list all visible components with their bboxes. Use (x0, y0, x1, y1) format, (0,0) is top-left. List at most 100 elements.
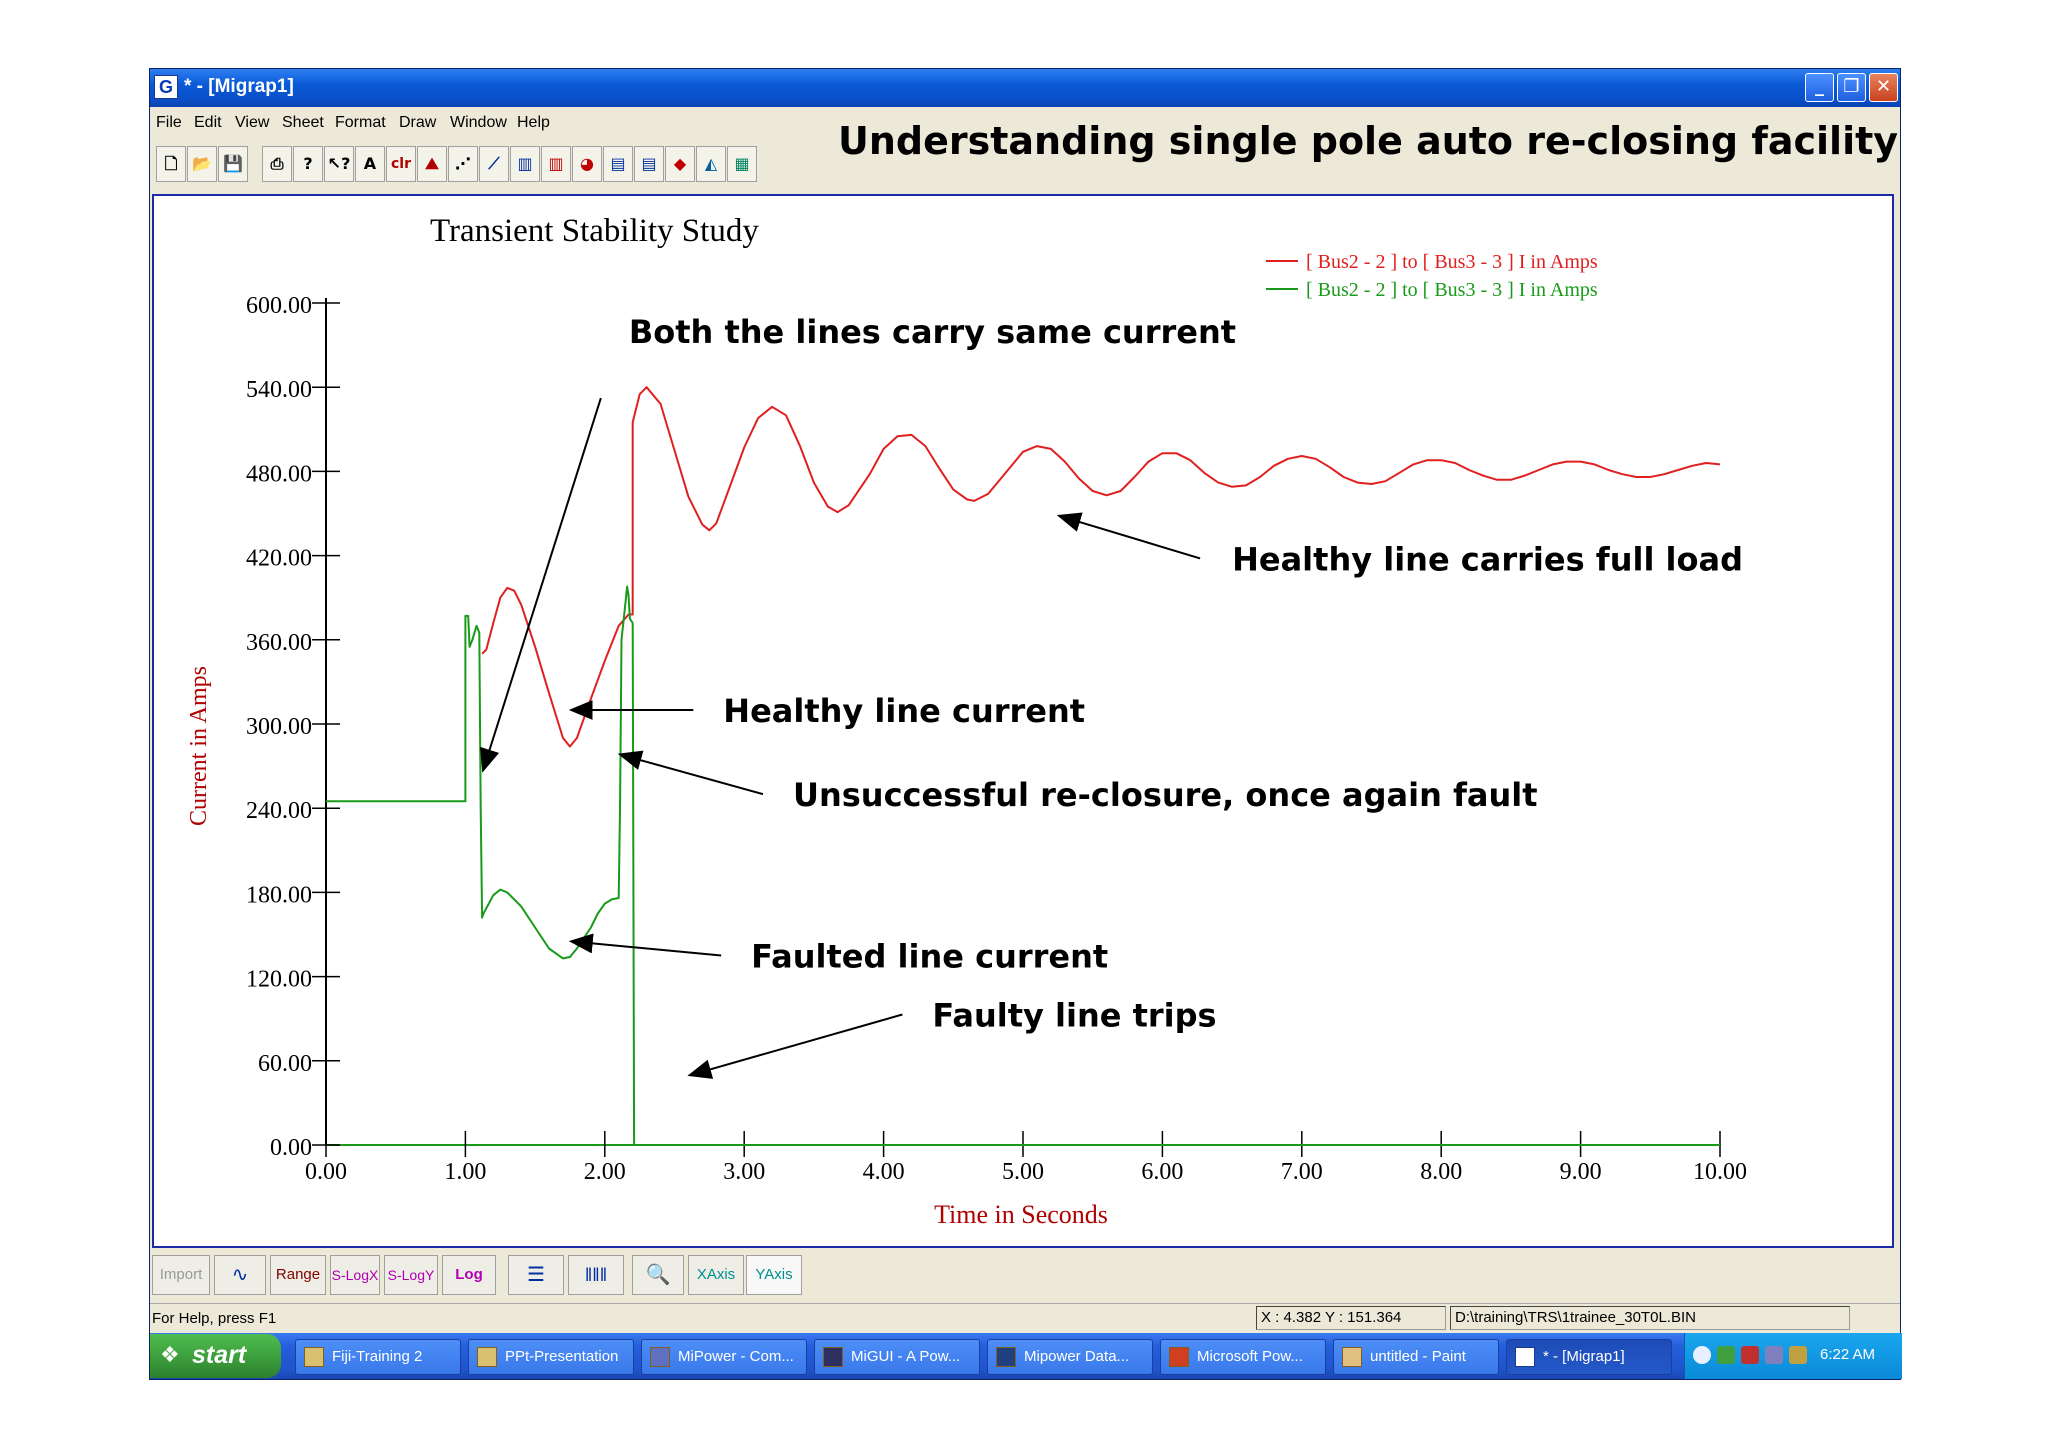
annotation-text-2: Healthy line carries full load (1232, 540, 1743, 578)
series-group (326, 386, 1721, 1146)
diamond-icon[interactable]: ◆ (665, 146, 695, 182)
x-tick-label: 3.00 (723, 1159, 765, 1185)
chart-area[interactable]: Transient Stability Study Current in Amp… (152, 194, 1894, 1248)
window-title: * - [Migrap1] (184, 76, 294, 97)
y-tick-label: 540.00 (246, 377, 312, 403)
text-tool-button[interactable]: A (355, 146, 385, 182)
y-tick-label: 60.00 (258, 1051, 312, 1077)
task-fiji-training[interactable]: Fiji-Training 2 (295, 1339, 461, 1375)
annotation-arrow-6 (687, 1013, 903, 1079)
new-file-icon[interactable]: 🗋 (156, 146, 186, 182)
x-tick-label: 5.00 (1002, 1159, 1044, 1185)
task-label: * - [Migrap1] (1543, 1348, 1625, 1365)
menu-draw[interactable]: Draw (399, 114, 437, 131)
line-chart-icon[interactable]: ⛰ (417, 146, 447, 182)
bar-chart-icon[interactable]: ▥ (510, 146, 540, 182)
context-help-icon[interactable]: ↖? (324, 146, 354, 182)
migui-icon (823, 1347, 843, 1367)
save-icon[interactable]: 💾 (218, 146, 248, 182)
legend-label-1: [ Bus2 - 2 ] to [ Bus3 - 3 ] I in Amps (1306, 251, 1598, 273)
stacked-bar-2-icon[interactable]: ▤ (634, 146, 664, 182)
task-microsoft-powerpoint[interactable]: Microsoft Pow... (1160, 1339, 1326, 1375)
task-label: Fiji-Training 2 (332, 1348, 423, 1365)
tray-clock: 6:22 AM (1820, 1346, 1876, 1363)
status-bar: For Help, press F1 X : 4.382 Y : 151.364… (150, 1303, 1900, 1333)
system-tray: 6:22 AM (1684, 1333, 1902, 1379)
paint-icon (1342, 1347, 1362, 1367)
powerpoint-icon (1169, 1347, 1189, 1367)
semilog-x-button[interactable]: S-LogX (330, 1255, 380, 1295)
menu-format[interactable]: Format (335, 114, 386, 131)
annotation-text-5: Faulted line current (751, 938, 1108, 976)
tray-misc-icon[interactable] (1789, 1346, 1807, 1364)
menu-sheet[interactable]: Sheet (282, 114, 324, 131)
tray-back-icon[interactable] (1693, 1346, 1711, 1364)
x-tick-label: 0.00 (305, 1159, 347, 1185)
range-button[interactable]: Range (270, 1255, 326, 1295)
area-chart-icon[interactable]: ◭ (696, 146, 726, 182)
print-icon[interactable]: ⎙ (262, 146, 292, 182)
clear-button[interactable]: clr (386, 146, 416, 182)
vgrid-button[interactable]: ‖‖‖ (568, 1255, 624, 1295)
task-mipower-data[interactable]: Mipower Data... (987, 1339, 1153, 1375)
x-tick-label: 4.00 (863, 1159, 905, 1185)
export-icon[interactable]: ▦ (727, 146, 757, 182)
restore-button[interactable]: ❐ (1837, 73, 1866, 102)
tray-display-icon[interactable] (1765, 1346, 1783, 1364)
minimize-button[interactable]: _ (1805, 73, 1834, 102)
series-line-1 (481, 386, 1721, 748)
menu-view[interactable]: View (235, 114, 270, 131)
y-tick-label: 120.00 (246, 967, 312, 993)
help-icon[interactable]: ? (293, 146, 323, 182)
task-paint[interactable]: untitled - Paint (1333, 1339, 1499, 1375)
yaxis-button[interactable]: YAxis (746, 1255, 802, 1295)
menu-file[interactable]: File (156, 114, 182, 131)
stacked-bar-icon[interactable]: ▤ (603, 146, 633, 182)
close-button[interactable]: ✕ (1869, 73, 1898, 102)
pie-icon[interactable]: ◕ (572, 146, 602, 182)
x-tick-label: 10.00 (1693, 1159, 1747, 1185)
wave-button[interactable]: ∿ (214, 1255, 266, 1295)
semilog-y-button[interactable]: S-LogY (384, 1255, 438, 1295)
task-ppt-presentation[interactable]: PPt-Presentation (468, 1339, 634, 1375)
start-button[interactable]: ❖ start (150, 1334, 281, 1378)
open-folder-icon[interactable]: 📂 (187, 146, 217, 182)
annotation-text-3: Healthy line current (723, 692, 1085, 730)
x-tick-label: 9.00 (1560, 1159, 1602, 1185)
start-label: start (192, 1341, 247, 1369)
annotation-text-6: Faulty line trips (932, 996, 1216, 1034)
annotation-arrow-5 (568, 933, 722, 957)
xaxis-button[interactable]: XAxis (688, 1255, 744, 1295)
menu-window[interactable]: Window (450, 114, 507, 131)
task-migrap1[interactable]: * - [Migrap1] (1506, 1339, 1672, 1375)
hgrid-icon: ☰ (527, 1264, 545, 1286)
text-icon: A (363, 154, 377, 173)
y-tick-label: 300.00 (246, 714, 312, 740)
x-axis-label: Time in Seconds (934, 1200, 1108, 1229)
task-mipower-com[interactable]: MiPower - Com... (641, 1339, 807, 1375)
y-tick-label: 180.00 (246, 882, 312, 908)
task-label: PPt-Presentation (505, 1348, 619, 1365)
y-tick-label: 240.00 (246, 798, 312, 824)
task-migui[interactable]: MiGUI - A Pow... (814, 1339, 980, 1375)
mipower-icon (650, 1347, 670, 1367)
menu-edit[interactable]: Edit (194, 114, 222, 131)
hgrid-button[interactable]: ☰ (508, 1255, 564, 1295)
tray-security-icon[interactable] (1741, 1346, 1759, 1364)
log-button[interactable]: Log (442, 1255, 496, 1295)
menu-help[interactable]: Help (517, 114, 550, 131)
bar-chart-2-icon[interactable]: ▥ (541, 146, 571, 182)
app-g-icon[interactable]: G (154, 75, 178, 99)
folder-icon (477, 1347, 497, 1367)
task-label: Microsoft Pow... (1197, 1348, 1303, 1365)
zoom-button[interactable]: 🔍 (632, 1255, 684, 1295)
import-button[interactable]: Import (152, 1255, 210, 1295)
tray-network-icon[interactable] (1717, 1346, 1735, 1364)
multi-line-icon[interactable]: ⟋ (479, 146, 509, 182)
title-bar[interactable]: G * - [Migrap1] _ ❐ ✕ (150, 69, 1900, 107)
scatter-icon[interactable]: ⋰ (448, 146, 478, 182)
folder-icon (304, 1347, 324, 1367)
minimize-icon: _ (1815, 76, 1824, 97)
bottom-toolbar: Import ∿ Range S-LogX S-LogY Log ☰ ‖‖‖ 🔍… (152, 1253, 822, 1297)
app-g-icon (1515, 1347, 1535, 1367)
